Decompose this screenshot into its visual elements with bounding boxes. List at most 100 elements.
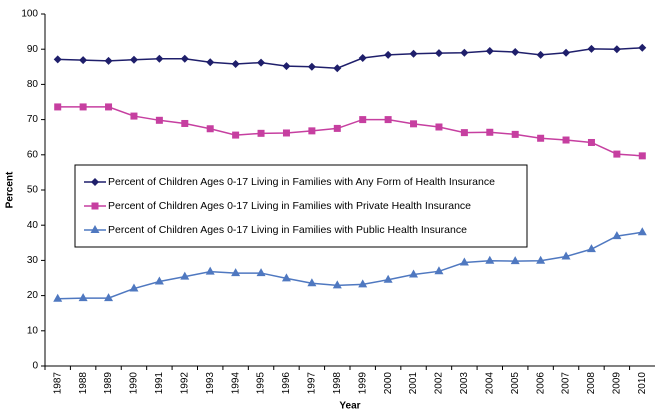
x-tick-label: 1989 — [103, 372, 114, 395]
series-line — [57, 47, 643, 69]
x-tick-label: 1990 — [129, 372, 140, 395]
data-point — [562, 136, 570, 144]
data-point — [409, 49, 418, 58]
x-tick-label: 2004 — [484, 372, 495, 395]
x-tick-label: 2003 — [459, 372, 470, 395]
x-tick-label: 1993 — [205, 372, 216, 395]
data-point — [460, 48, 469, 57]
y-tick-label: 20 — [27, 290, 39, 301]
x-tick-label: 1997 — [307, 372, 318, 395]
data-point — [181, 119, 189, 127]
data-point — [586, 244, 596, 253]
x-tick-label: 1999 — [357, 372, 368, 395]
data-point — [383, 274, 393, 283]
data-point — [562, 48, 571, 57]
data-point — [78, 293, 88, 302]
x-tick-label: 2010 — [637, 372, 648, 395]
data-point — [587, 44, 596, 53]
data-point — [282, 62, 291, 71]
y-tick-label: 100 — [21, 9, 38, 20]
data-point — [638, 152, 646, 160]
data-point — [637, 227, 647, 236]
x-tick-label: 1988 — [78, 372, 89, 395]
data-point — [511, 48, 520, 57]
series-line — [57, 231, 643, 300]
data-point — [332, 280, 342, 289]
data-point — [155, 54, 164, 63]
data-point — [333, 124, 341, 132]
y-tick-label: 80 — [27, 79, 39, 90]
y-tick-label: 0 — [32, 361, 38, 372]
data-point — [232, 131, 240, 139]
x-tick-label: 2001 — [408, 372, 419, 395]
data-point — [612, 45, 621, 54]
data-point — [510, 256, 520, 265]
data-point — [486, 128, 494, 136]
data-point — [129, 283, 139, 292]
x-tick-label: 2007 — [561, 372, 572, 395]
data-point — [130, 112, 138, 120]
x-tick-label: 2000 — [383, 372, 394, 395]
data-point — [561, 251, 571, 260]
data-point — [384, 50, 393, 59]
x-tick-label: 2006 — [535, 372, 546, 395]
x-tick-label: 1998 — [332, 372, 343, 395]
data-point — [282, 129, 290, 137]
data-point — [307, 62, 316, 71]
data-point — [307, 278, 317, 287]
y-tick-label: 60 — [27, 149, 39, 160]
x-tick-label: 1994 — [230, 372, 241, 395]
data-point — [333, 64, 342, 73]
legend-label: Percent of Children Ages 0-17 Living in … — [108, 200, 471, 212]
data-point — [537, 134, 545, 142]
data-point — [257, 58, 266, 67]
data-point — [79, 56, 88, 65]
data-point — [206, 125, 214, 133]
legend-box — [74, 164, 528, 248]
data-point — [53, 55, 62, 64]
data-point — [410, 120, 418, 128]
data-point — [384, 116, 392, 124]
y-tick-label: 50 — [27, 185, 39, 196]
data-point — [587, 138, 595, 146]
data-point — [536, 255, 546, 264]
data-point — [257, 129, 265, 137]
data-point — [231, 59, 240, 68]
data-point — [359, 116, 367, 124]
data-point — [308, 127, 316, 135]
data-point — [459, 257, 469, 266]
data-point — [485, 46, 494, 55]
legend-marker — [91, 202, 99, 210]
data-point — [435, 123, 443, 131]
x-tick-label: 1995 — [256, 372, 267, 395]
y-tick-label: 40 — [27, 220, 39, 231]
data-point — [104, 56, 113, 65]
x-tick-label: 2005 — [510, 372, 521, 395]
x-tick-label: 1991 — [154, 372, 165, 395]
x-tick-label: 1992 — [179, 372, 190, 395]
x-tick-label: 1996 — [281, 372, 292, 395]
data-point — [613, 150, 621, 158]
legend-label: Percent of Children Ages 0-17 Living in … — [108, 224, 467, 236]
series-line — [57, 106, 643, 157]
data-point — [460, 129, 468, 137]
data-point — [434, 49, 443, 58]
y-axis-title: Percent — [5, 171, 16, 208]
y-tick-label: 10 — [27, 325, 39, 336]
data-point — [485, 255, 495, 264]
data-point — [205, 266, 215, 275]
data-point — [53, 293, 63, 302]
data-point — [105, 103, 113, 111]
x-tick-label: 2008 — [586, 372, 597, 395]
data-point — [358, 54, 367, 62]
data-point — [206, 58, 215, 67]
data-point — [180, 271, 190, 280]
data-point — [612, 231, 622, 240]
y-tick-label: 30 — [27, 255, 39, 266]
data-point — [638, 43, 647, 52]
data-point — [231, 268, 241, 277]
data-point — [434, 266, 444, 275]
data-point — [154, 276, 164, 285]
